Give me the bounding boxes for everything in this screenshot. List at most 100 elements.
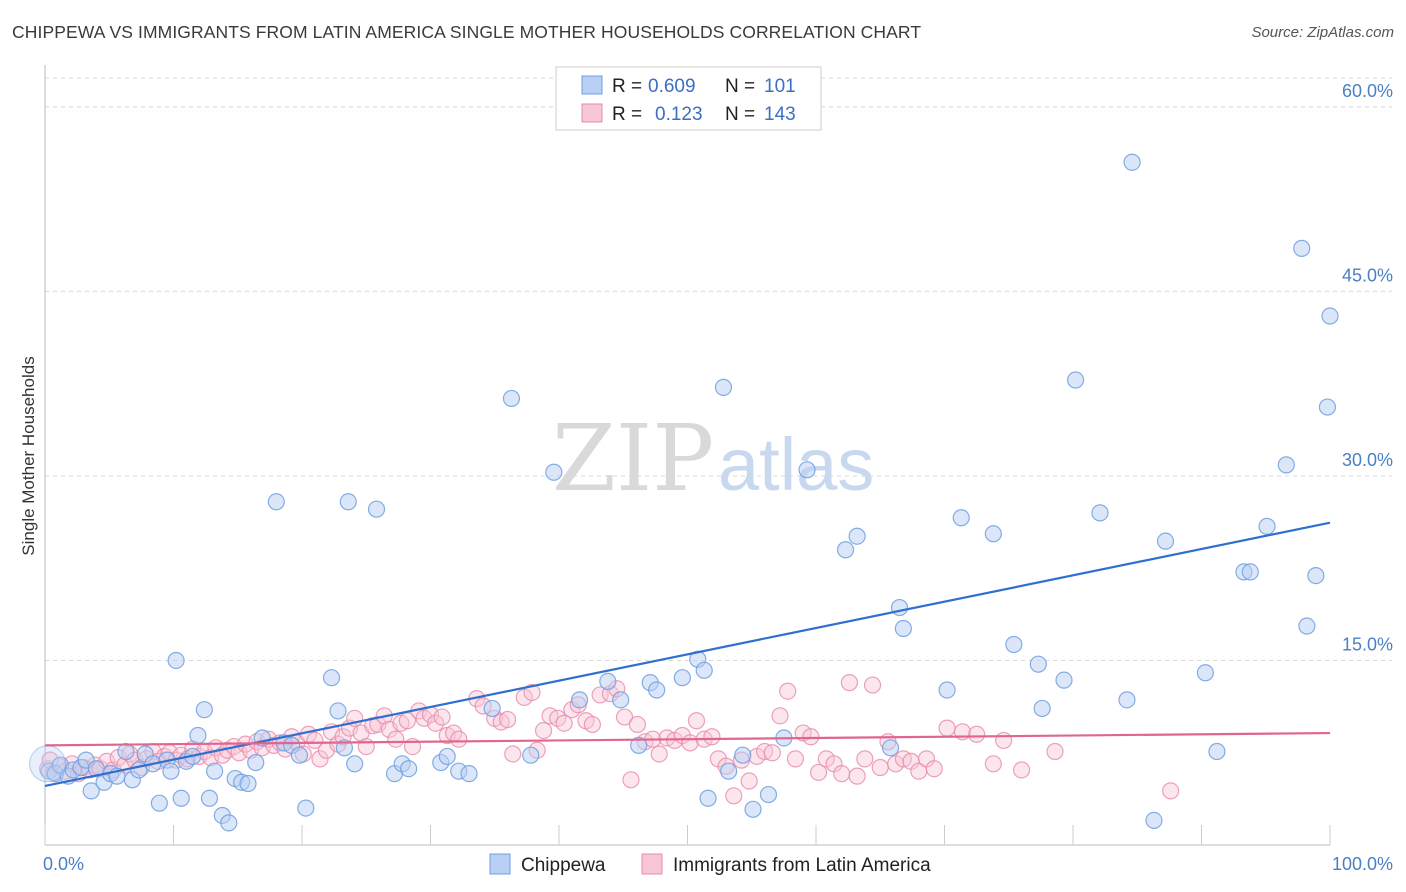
point-immigrants-118 [809, 763, 828, 782]
point-chippewa-55 [522, 746, 540, 764]
point-immigrants-46 [306, 731, 324, 750]
point-chippewa-89 [1123, 153, 1141, 171]
point-chippewa-68 [720, 762, 738, 780]
point-immigrants-113 [771, 707, 789, 725]
point-chippewa-33 [247, 753, 265, 772]
y-tick-label-15: 15.0% [1342, 634, 1393, 654]
point-chippewa-7 [82, 782, 100, 800]
point-chippewa-96 [1258, 517, 1276, 535]
point-immigrants-55 [357, 737, 375, 756]
point-immigrants-107 [725, 787, 743, 805]
y-tick-labels: 15.0% 30.0% 45.0% 60.0% [1342, 81, 1393, 655]
legend-n-value-immigrants: 143 [764, 104, 796, 125]
legend-swatch-immigrants [581, 103, 603, 123]
point-chippewa-45 [367, 500, 386, 518]
legend-n-label-2: N = [725, 104, 755, 125]
point-chippewa-98 [1293, 239, 1311, 257]
point-immigrants-123 [848, 767, 866, 785]
point-chippewa-54 [483, 699, 501, 718]
point-chippewa-32 [239, 774, 257, 793]
point-chippewa-82 [1005, 635, 1023, 654]
bottom-legend: Chippewa Immigrants from Latin America [489, 853, 931, 876]
point-chippewa-88 [1118, 691, 1136, 709]
point-chippewa-29 [220, 814, 238, 832]
point-immigrants-134 [938, 719, 956, 737]
point-immigrants-115 [786, 750, 805, 768]
bottom-legend-label-chippewa: Chippewa [521, 855, 606, 876]
legend-n-value-chippewa: 101 [764, 76, 796, 97]
point-chippewa-cluster [29, 745, 67, 783]
point-chippewa-27 [206, 762, 224, 780]
point-chippewa-101 [1318, 398, 1337, 416]
point-chippewa-25 [195, 701, 213, 719]
point-chippewa-70 [744, 800, 762, 818]
point-chippewa-67 [714, 378, 733, 396]
point-chippewa-58 [599, 672, 617, 690]
point-immigrants-112 [763, 744, 781, 762]
point-chippewa-92 [1196, 664, 1214, 682]
point-chippewa-43 [339, 493, 357, 511]
point-immigrants-141 [1162, 782, 1180, 800]
y-axis-label: Single Mother Households [19, 356, 38, 555]
watermark-zip: ZIP [552, 405, 714, 512]
point-chippewa-38 [290, 746, 309, 764]
axes [44, 65, 1331, 846]
point-immigrants-81 [534, 721, 553, 740]
point-chippewa-74 [836, 541, 855, 559]
point-chippewa-81 [984, 525, 1002, 543]
point-chippewa-35 [267, 493, 285, 511]
point-chippewa-65 [695, 661, 713, 679]
point-immigrants-68 [433, 708, 451, 726]
point-chippewa-21 [172, 789, 190, 807]
point-chippewa-80 [952, 509, 970, 527]
point-chippewa-52 [460, 765, 478, 783]
point-chippewa-41 [329, 702, 347, 720]
bottom-legend-label-immigrants: Immigrants from Latin America [673, 855, 931, 876]
point-chippewa-78 [894, 619, 912, 638]
point-immigrants-76 [499, 710, 517, 729]
y-tick-label-30: 30.0% [1342, 450, 1393, 470]
point-chippewa-20 [167, 651, 185, 670]
point-chippewa-84 [1033, 699, 1051, 718]
point-chippewa-90 [1145, 811, 1163, 829]
point-chippewa-63 [673, 669, 691, 687]
point-immigrants-77 [504, 745, 522, 763]
point-chippewa-56 [545, 463, 563, 481]
point-chippewa-77 [890, 598, 909, 617]
point-immigrants-117 [802, 728, 820, 746]
point-chippewa-59 [612, 691, 630, 709]
point-immigrants-93 [622, 771, 640, 789]
point-chippewa-62 [648, 681, 666, 699]
point-chippewa-24 [189, 726, 207, 745]
legend-r-value-immigrants: 0.123 [655, 104, 703, 125]
point-immigrants-109 [740, 772, 758, 790]
point-chippewa-69 [734, 746, 752, 764]
point-chippewa-12 [117, 742, 135, 761]
point-chippewa-26 [200, 789, 219, 807]
point-chippewa-95 [1241, 563, 1259, 581]
point-immigrants-137 [984, 755, 1002, 773]
trend-line-immigrants [44, 731, 1331, 747]
point-chippewa-50 [438, 747, 456, 766]
x-tick-label-0: 0.0% [43, 854, 84, 874]
point-immigrants-140 [1046, 742, 1064, 761]
legend-r-value-chippewa: 0.609 [648, 76, 696, 97]
point-chippewa-39 [297, 799, 315, 817]
point-chippewa-83 [1029, 655, 1047, 673]
legend-r-label-1: R = [612, 76, 642, 97]
point-immigrants-67 [427, 714, 445, 732]
point-chippewa-75 [848, 527, 866, 545]
point-chippewa-91 [1156, 532, 1175, 550]
legend-swatch-chippewa [581, 75, 603, 95]
point-immigrants-138 [995, 731, 1013, 750]
point-chippewa-42 [335, 739, 354, 757]
point-immigrants-122 [840, 674, 859, 692]
point-chippewa-85 [1055, 671, 1073, 689]
bottom-legend-swatch-chippewa [489, 853, 511, 875]
point-immigrants-102 [687, 712, 706, 730]
point-chippewa-87 [1091, 504, 1109, 522]
chart-title: CHIPPEWA VS IMMIGRANTS FROM LATIN AMERIC… [12, 22, 922, 42]
point-chippewa-57 [570, 691, 589, 709]
point-immigrants-60 [387, 730, 405, 748]
